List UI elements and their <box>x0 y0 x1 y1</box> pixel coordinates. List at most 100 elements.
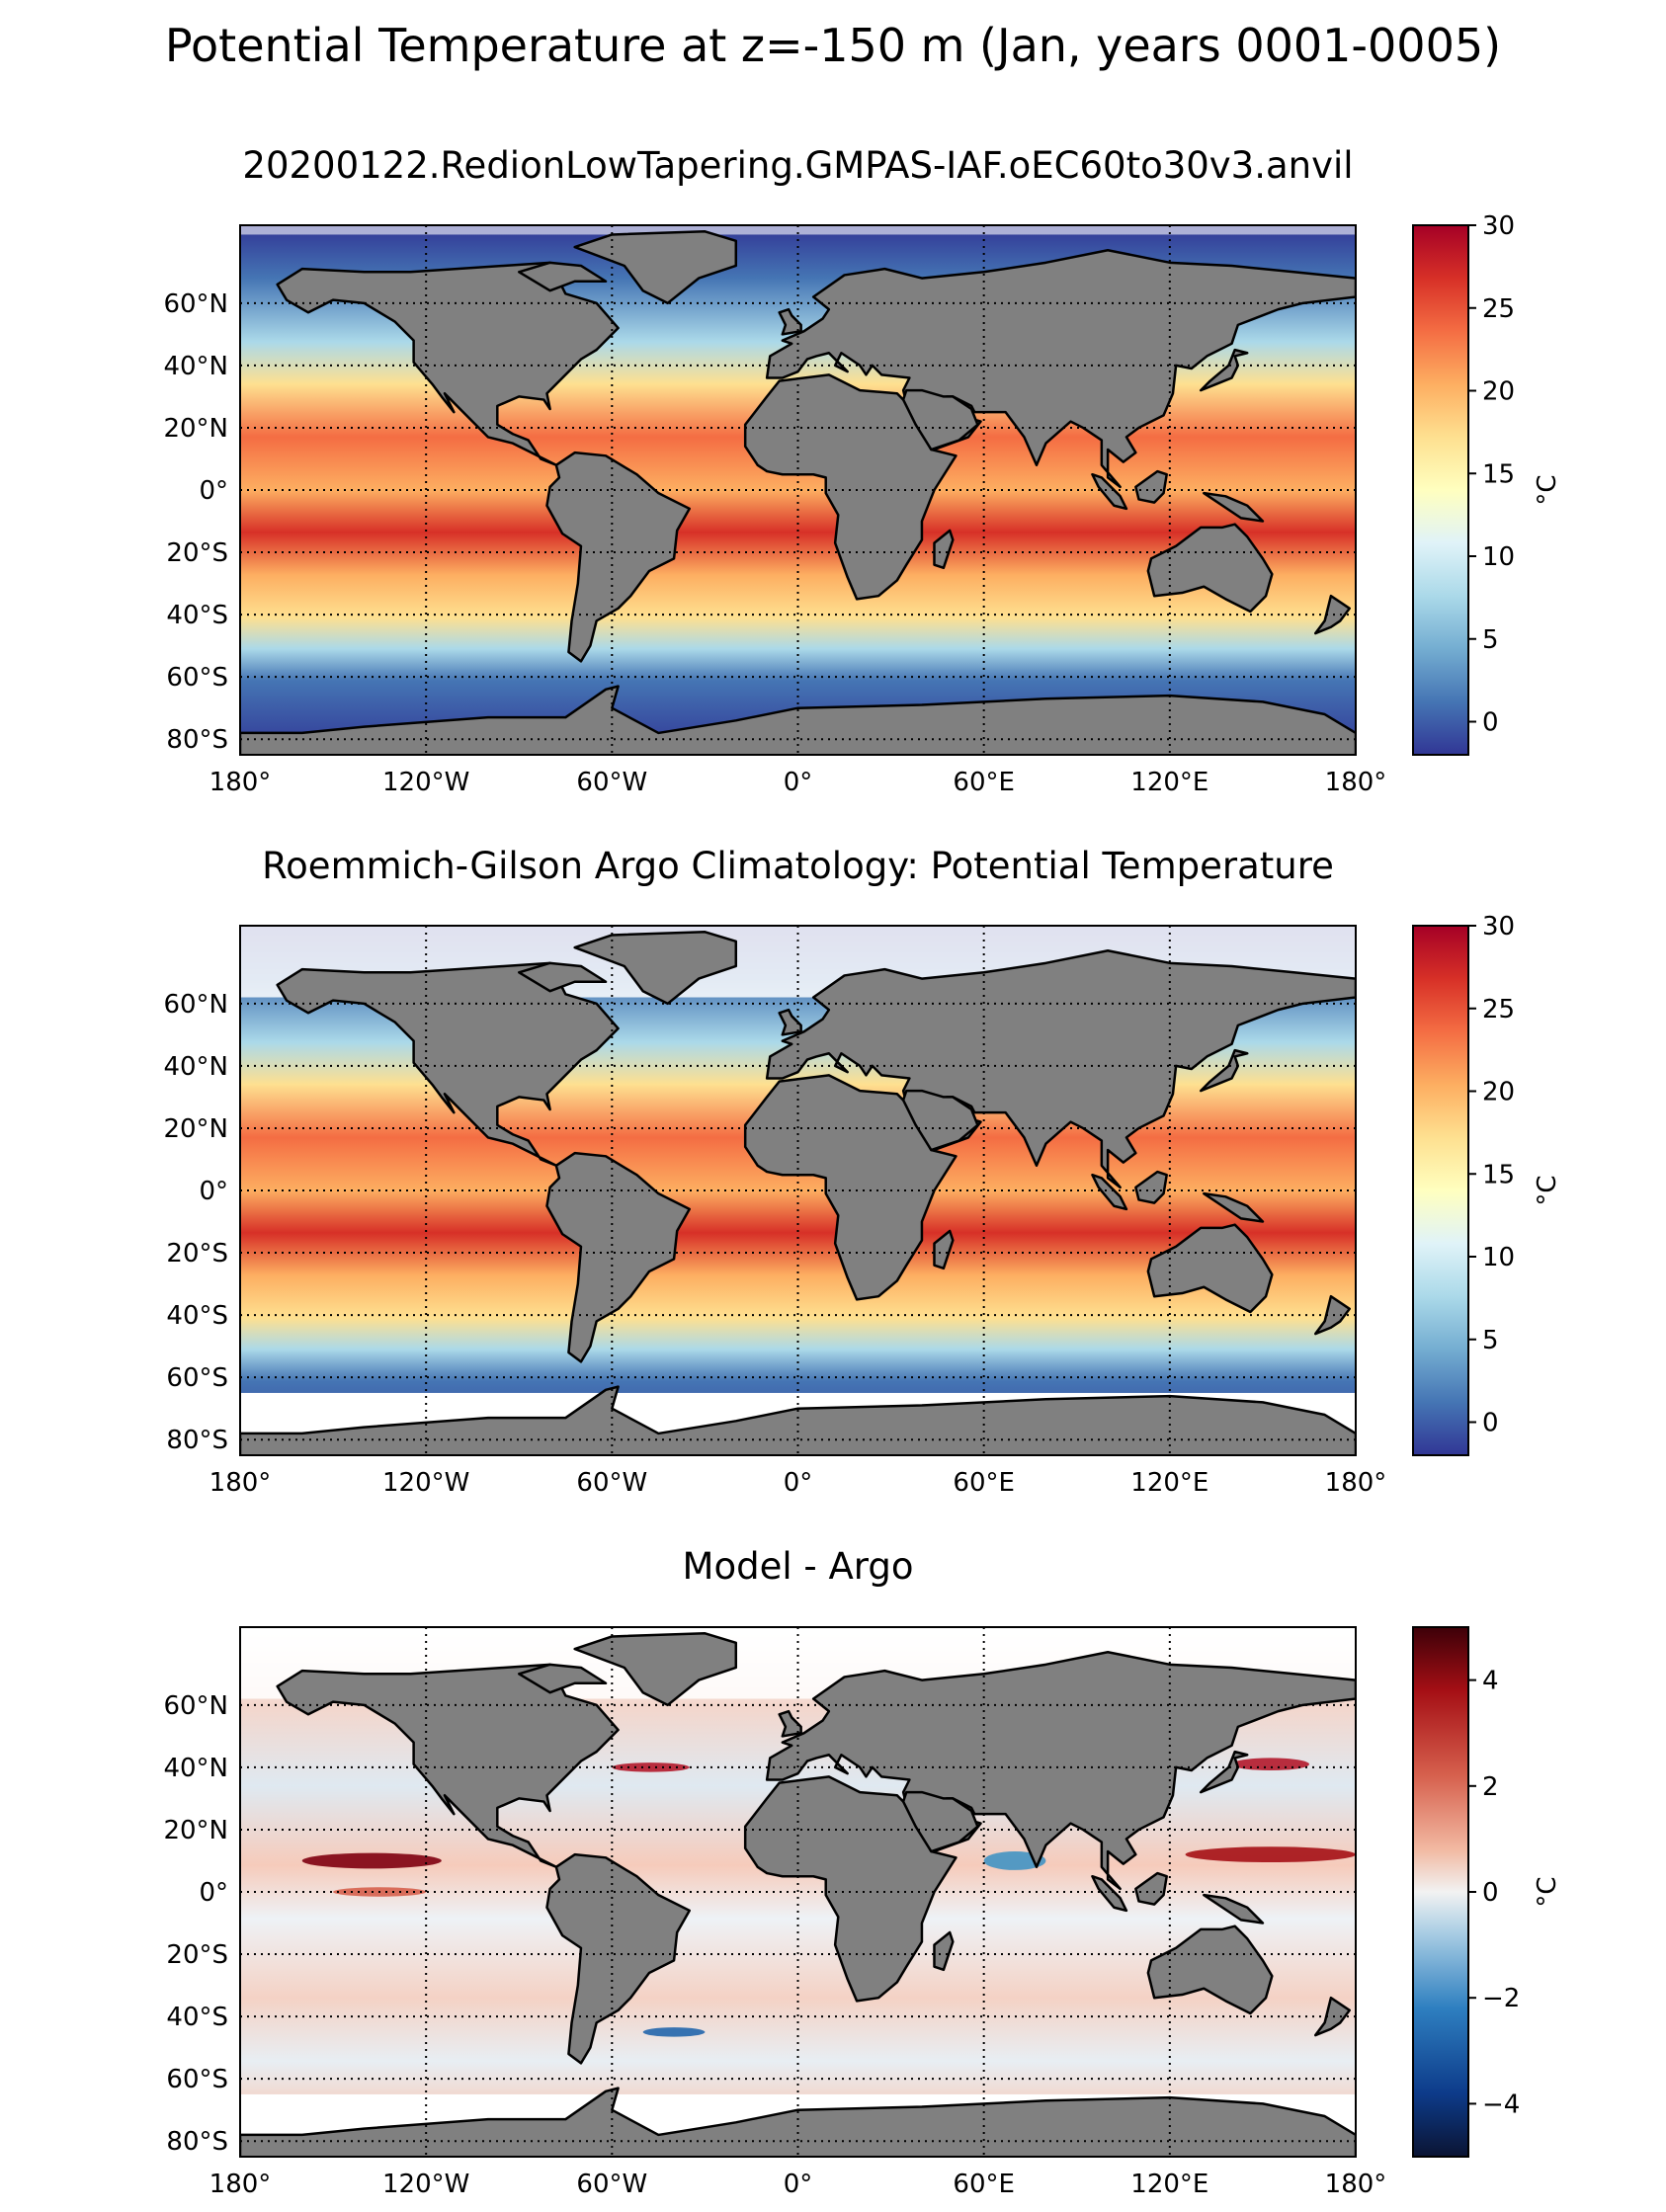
land-australia <box>1146 1925 1274 2015</box>
x-tick-label: 60°W <box>576 1468 647 1498</box>
y-tick-label: 20°N <box>163 1816 228 1845</box>
colorbar-tick-label: 10 <box>1482 1243 1515 1272</box>
colorbar-tick-label: 10 <box>1482 542 1515 572</box>
land-madagascar <box>933 1229 955 1270</box>
land-australia <box>1146 1223 1274 1314</box>
colorbar-tick-label: 15 <box>1482 459 1515 489</box>
y-tick-label: 20°N <box>163 1114 228 1144</box>
land-sumatra <box>1091 472 1128 511</box>
x-tick-label: 180° <box>209 768 272 797</box>
panel-1-map <box>240 225 1356 755</box>
y-tick-label: 80°S <box>166 725 228 755</box>
y-tick-label: 20°N <box>163 414 228 444</box>
colorbar-label: °C <box>1533 1876 1562 1907</box>
colorbar-3 <box>1412 1626 1469 2158</box>
land-new-guinea <box>1203 1191 1265 1223</box>
land-borneo <box>1134 1871 1168 1906</box>
land-south-america <box>545 451 691 663</box>
land-africa <box>743 1074 958 1301</box>
land-new-guinea <box>1203 1893 1265 1925</box>
panel-2-map <box>240 926 1356 1455</box>
land-arabia <box>901 1089 979 1152</box>
panels: 20200122.RedionLowTapering.GMPAS-IAF.oEC… <box>163 144 1562 2199</box>
colorbar-tick-label: 0 <box>1482 1878 1499 1908</box>
colorbar-1 <box>1412 224 1469 756</box>
x-tick-label: 0° <box>784 2170 813 2199</box>
colorbar-tick-label: 0 <box>1482 1409 1499 1438</box>
y-tick-label: 60°S <box>166 1363 228 1393</box>
anomaly-band <box>1185 1846 1356 1863</box>
colorbar-tick-label: 20 <box>1482 377 1515 407</box>
colorbar-tick-label: 25 <box>1482 995 1515 1024</box>
panel-1: 20200122.RedionLowTapering.GMPAS-IAF.oEC… <box>163 144 1562 797</box>
colorbar-label: °C <box>1533 474 1562 505</box>
x-tick-label: 120°E <box>1130 768 1208 797</box>
x-tick-label: 0° <box>784 1468 813 1498</box>
y-tick-label: 40°N <box>163 1052 228 1082</box>
anomaly-band <box>301 1852 442 1869</box>
x-tick-label: 180° <box>209 2170 272 2199</box>
land-eurasia <box>765 948 1356 1189</box>
y-tick-label: 60°N <box>163 1691 228 1721</box>
y-tick-label: 60°S <box>166 2065 228 2094</box>
colorbar-tick-label: 5 <box>1482 625 1499 655</box>
land-antarctica <box>240 1385 1356 1455</box>
y-tick-label: 40°N <box>163 352 228 381</box>
panel-1-title: 20200122.RedionLowTapering.GMPAS-IAF.oEC… <box>242 144 1353 187</box>
land-greenland <box>573 1632 738 1707</box>
land-africa <box>743 373 958 601</box>
x-tick-label: 60°W <box>576 768 647 797</box>
land-north-america <box>276 1663 620 1869</box>
land-new-zealand <box>1313 1996 1351 2037</box>
land-madagascar <box>933 529 955 570</box>
x-tick-label: 120°W <box>382 2170 469 2199</box>
land-sumatra <box>1091 1874 1128 1913</box>
anomaly-band <box>612 1762 690 1772</box>
y-tick-label: 0° <box>199 1177 228 1206</box>
colorbar-tick-label: 25 <box>1482 294 1515 324</box>
land-africa <box>743 1775 958 2003</box>
land-eurasia <box>765 248 1356 489</box>
anomaly-band <box>983 1851 1046 1870</box>
land-borneo <box>1134 1170 1168 1204</box>
land-madagascar <box>933 1930 955 1972</box>
land-borneo <box>1134 469 1168 504</box>
land-uk <box>778 307 802 336</box>
land-japan <box>1199 348 1249 392</box>
panel-3-map <box>240 1627 1356 2157</box>
colorbar-tick-label: 20 <box>1482 1078 1515 1107</box>
x-tick-label: 180° <box>1325 2170 1387 2199</box>
x-tick-label: 120°W <box>382 768 469 797</box>
y-tick-label: 40°S <box>166 2003 228 2032</box>
y-tick-label: 80°S <box>166 1426 228 1455</box>
x-tick-label: 60°E <box>953 1468 1015 1498</box>
colorbar-tick-label: 5 <box>1482 1326 1499 1355</box>
land-uk <box>778 1709 802 1738</box>
land-uk <box>778 1008 802 1036</box>
colorbar-2 <box>1412 925 1469 1456</box>
y-tick-label: 20°S <box>166 1940 228 1970</box>
land-greenland <box>573 230 738 305</box>
y-tick-label: 20°S <box>166 538 228 568</box>
x-tick-label: 60°E <box>953 768 1015 797</box>
land-greenland <box>573 931 738 1006</box>
panel-1-frame <box>239 224 1357 756</box>
x-tick-label: 120°W <box>382 1468 469 1498</box>
land-south-america <box>545 1852 691 2065</box>
land-south-america <box>545 1151 691 1363</box>
colorbar-tick-label: −2 <box>1482 1984 1520 2013</box>
colorbar-tick-label: 15 <box>1482 1160 1515 1189</box>
land-arabia <box>901 1790 979 1853</box>
panel-2: Roemmich-Gilson Argo Climatology: Potent… <box>163 845 1562 1498</box>
x-tick-label: 180° <box>1325 768 1387 797</box>
colorbar-tick-label: 4 <box>1482 1667 1499 1696</box>
land-australia <box>1146 523 1274 614</box>
y-tick-label: 0° <box>199 476 228 506</box>
colorbar-tick-label: 30 <box>1482 912 1515 942</box>
panel-3: Model - Argo 180° 120°W 60°W 0° 60°E 120°E 180°… <box>163 1545 1562 2199</box>
y-tick-label: 80°S <box>166 2127 228 2157</box>
x-tick-label: 180° <box>1325 1468 1387 1498</box>
land-new-zealand <box>1313 1294 1351 1336</box>
